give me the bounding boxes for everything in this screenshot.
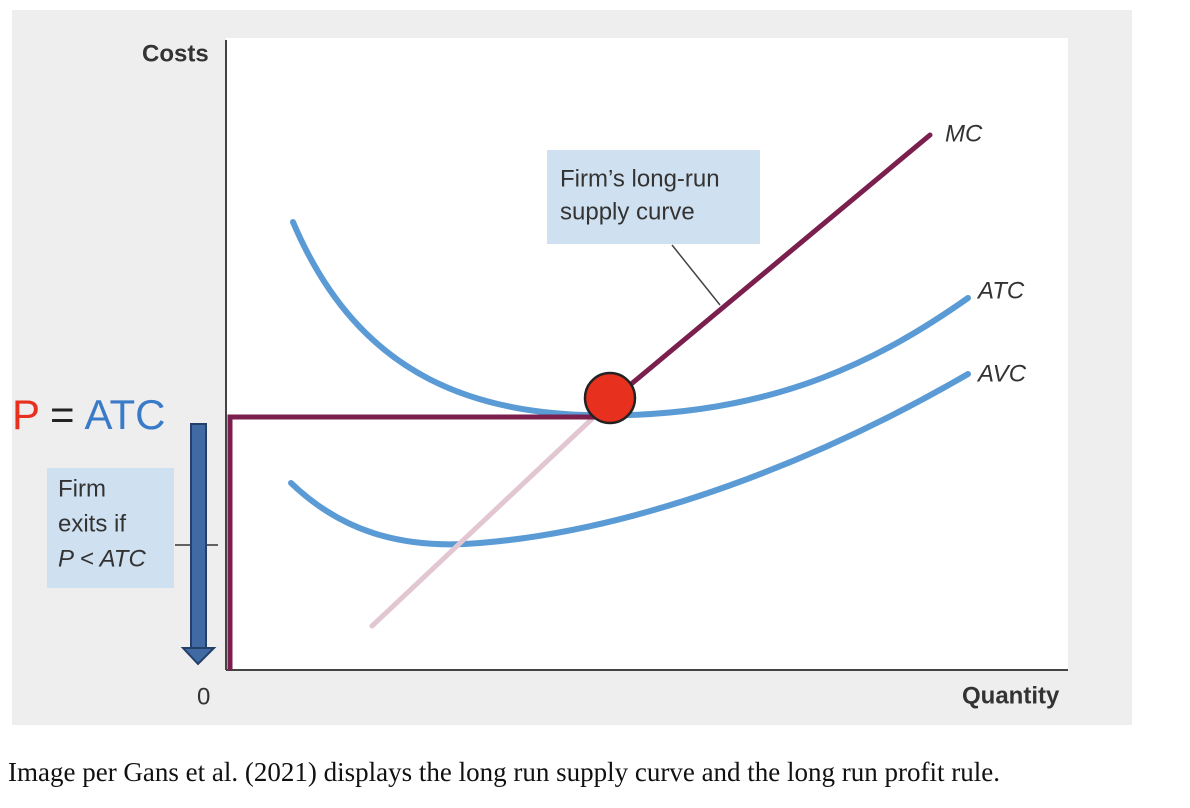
- origin-label: 0: [197, 683, 210, 710]
- equals-text: =: [50, 391, 75, 438]
- avc-curve: [288, 371, 971, 548]
- mc-lower: [369, 397, 615, 629]
- atc-text: ATC: [85, 391, 166, 438]
- price-line: [227, 414, 612, 670]
- mc-supply: [609, 132, 933, 403]
- atc-label: ATC: [976, 277, 1025, 304]
- shutdown-point: [583, 371, 637, 425]
- exit-note-text: Firm: [58, 475, 106, 502]
- exit-note-text: exits if: [58, 510, 126, 537]
- exit-note-box: [47, 468, 174, 588]
- x-axis-label: Quantity: [962, 682, 1060, 709]
- callout-box: [547, 150, 760, 244]
- y-axis-label: Costs: [142, 40, 209, 67]
- plot-area: [226, 38, 1068, 670]
- callout-leader: [671, 244, 721, 306]
- exit-note-text: P < ATC: [58, 545, 146, 572]
- callout-text: Firm’s long-run: [560, 165, 720, 192]
- callout-text: supply curve: [560, 198, 695, 225]
- avc-label: AVC: [976, 360, 1027, 387]
- price-label: P = ATC: [12, 391, 165, 438]
- p-text: P: [12, 391, 40, 438]
- exit-arrow-head: [180, 647, 217, 666]
- caption: Image per Gans et al. (2021) displays th…: [8, 757, 1000, 787]
- exit-arrow-shaft: [190, 423, 207, 651]
- mc-label: MC: [945, 120, 983, 147]
